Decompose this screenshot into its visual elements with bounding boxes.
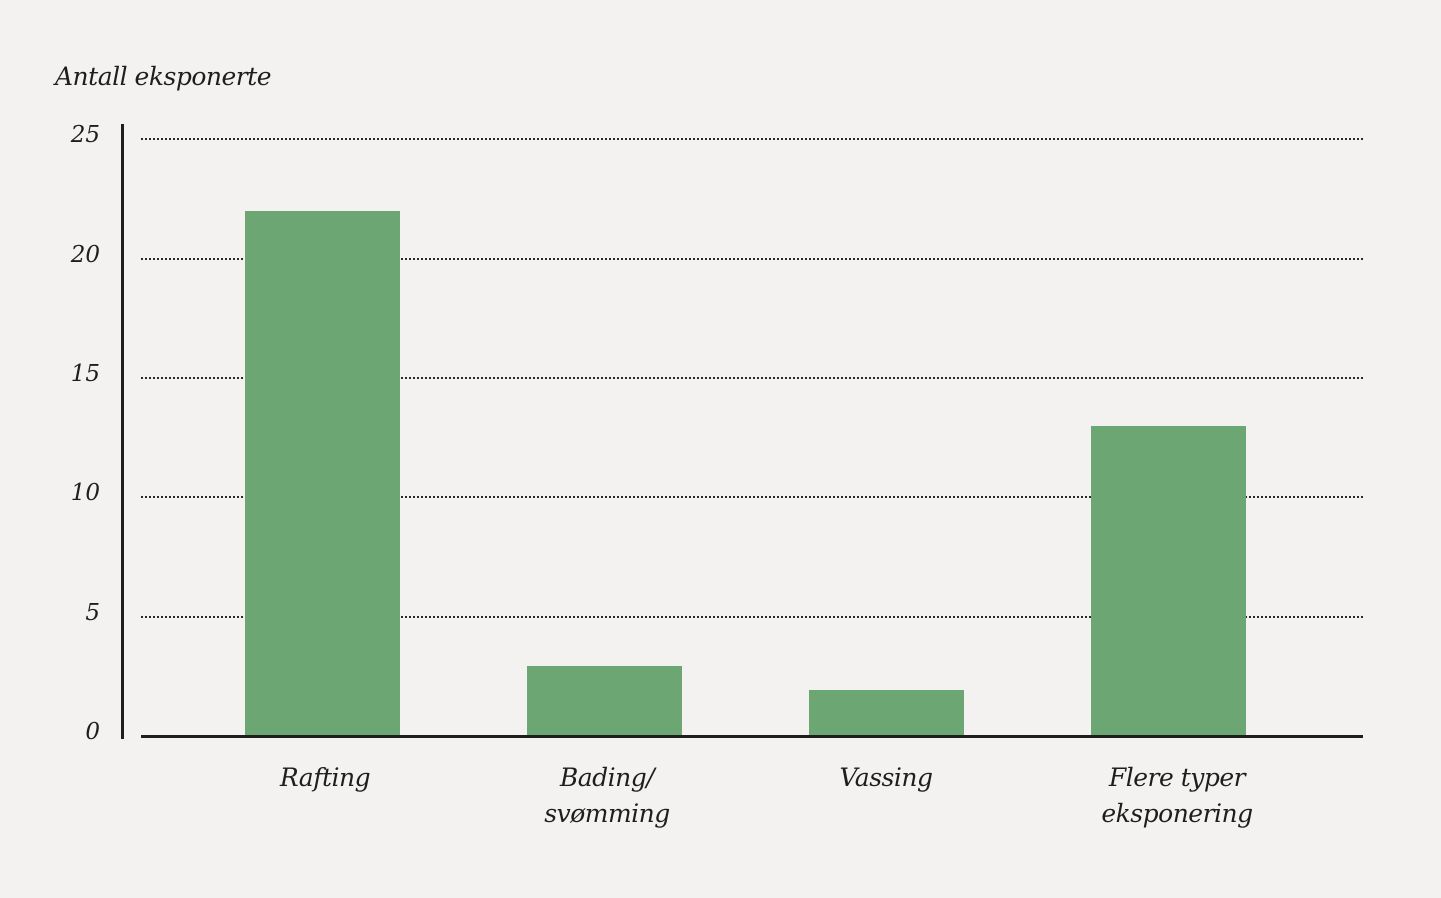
x-axis-line <box>141 735 1363 738</box>
gridline-10 <box>141 496 1363 498</box>
y-axis-label: Antall eksponerte <box>55 62 272 91</box>
x-label-line: Flere typer <box>1108 763 1246 792</box>
x-label-bading-svomming: Bading/ svømming <box>477 760 737 832</box>
bar-bading-svomming <box>527 666 682 736</box>
y-tick-5: 5 <box>85 600 100 626</box>
x-label-flere-typer: Flere typer eksponering <box>1047 760 1307 832</box>
x-label-line: eksponering <box>1101 799 1253 828</box>
gridline-15 <box>141 377 1363 379</box>
y-tick-15: 15 <box>70 361 100 387</box>
bar-flere-typer <box>1091 426 1246 736</box>
gridline-5 <box>141 616 1363 618</box>
y-tick-25: 25 <box>70 122 100 148</box>
x-label-line: Vassing <box>839 763 933 792</box>
gridline-25 <box>141 138 1363 140</box>
y-axis-line <box>121 124 124 739</box>
gridline-20 <box>141 258 1363 260</box>
y-tick-20: 20 <box>70 242 100 268</box>
y-tick-0: 0 <box>85 719 100 745</box>
x-label-line: Bading/ <box>559 763 655 792</box>
x-label-line: Rafting <box>279 763 371 792</box>
bar-rafting <box>245 211 400 736</box>
x-label-vassing: Vassing <box>756 760 1016 796</box>
x-label-rafting: Rafting <box>195 760 455 796</box>
x-label-line: svømming <box>544 799 670 828</box>
y-tick-10: 10 <box>70 480 100 506</box>
bar-vassing <box>809 690 964 736</box>
